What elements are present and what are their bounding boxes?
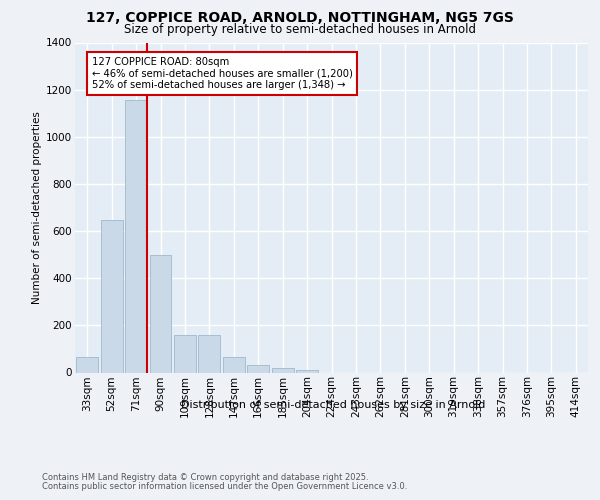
Bar	[199, 335, 220, 372]
Bar	[174, 335, 196, 372]
Bar	[101, 220, 122, 372]
Text: Contains public sector information licensed under the Open Government Licence v3: Contains public sector information licen…	[42, 482, 407, 491]
Bar	[149, 254, 172, 372]
Text: Contains HM Land Registry data © Crown copyright and database right 2025.: Contains HM Land Registry data © Crown c…	[42, 472, 368, 482]
Y-axis label: Number of semi-detached properties: Number of semi-detached properties	[32, 111, 42, 304]
Bar	[125, 100, 147, 372]
Bar	[272, 368, 293, 372]
Bar	[247, 366, 269, 372]
Text: 127 COPPICE ROAD: 80sqm
← 46% of semi-detached houses are smaller (1,200)
52% of: 127 COPPICE ROAD: 80sqm ← 46% of semi-de…	[92, 56, 352, 90]
Bar	[223, 357, 245, 372]
Text: 127, COPPICE ROAD, ARNOLD, NOTTINGHAM, NG5 7GS: 127, COPPICE ROAD, ARNOLD, NOTTINGHAM, N…	[86, 11, 514, 25]
Text: Distribution of semi-detached houses by size in Arnold: Distribution of semi-detached houses by …	[181, 400, 485, 410]
Text: Size of property relative to semi-detached houses in Arnold: Size of property relative to semi-detach…	[124, 22, 476, 36]
Bar	[296, 370, 318, 372]
Bar	[76, 357, 98, 372]
